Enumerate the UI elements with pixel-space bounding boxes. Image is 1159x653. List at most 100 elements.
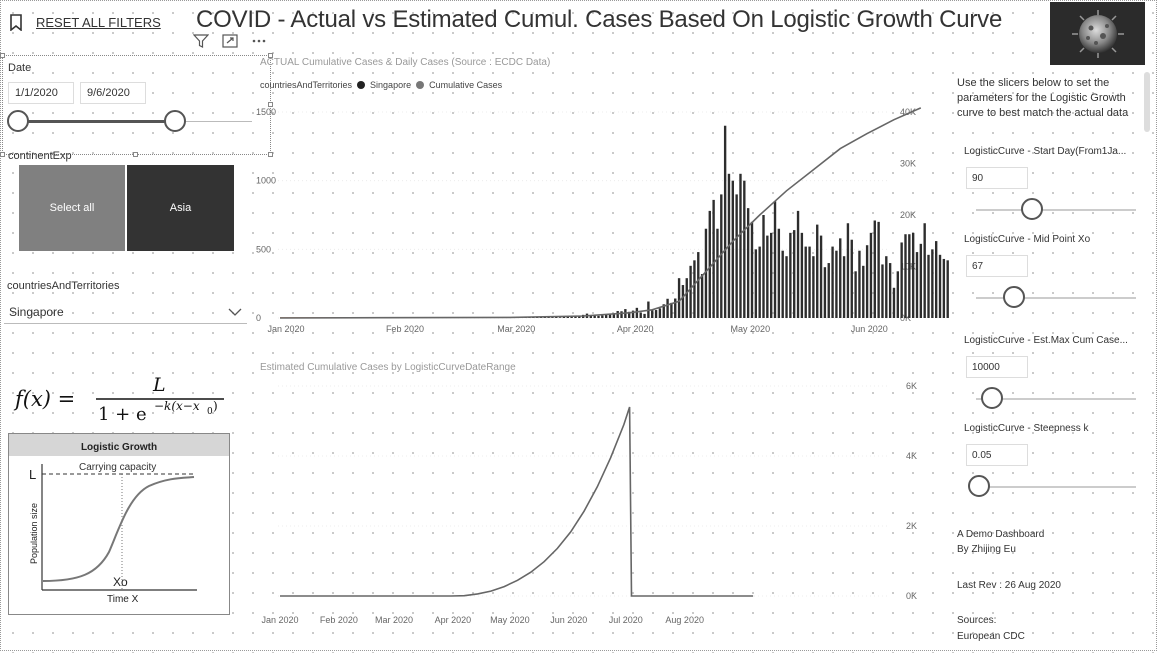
daily-cases-bar — [835, 250, 838, 318]
param-track-2[interactable] — [976, 398, 1136, 400]
daily-cases-bar — [796, 210, 800, 318]
daily-cases-bar — [566, 316, 569, 318]
param-value-2[interactable]: 10000 — [966, 356, 1028, 378]
select-all-tile[interactable]: Select all — [19, 165, 125, 251]
daily-cases-bar — [735, 194, 738, 318]
filter-icon[interactable] — [193, 34, 209, 48]
daily-cases-bar — [842, 256, 846, 318]
param-value-1[interactable]: 67 — [966, 255, 1028, 277]
date-range-fill — [18, 120, 175, 123]
param-handle-0[interactable] — [1021, 198, 1043, 220]
daily-cases-bar — [562, 316, 566, 318]
diagram-ylabel: Population size — [29, 503, 39, 564]
daily-cases-bar — [888, 263, 892, 318]
x-tick: Aug 2020 — [665, 615, 704, 625]
x-tick: Mar 2020 — [375, 615, 413, 625]
daily-cases-bar — [885, 256, 888, 318]
daily-cases-bar — [908, 234, 911, 318]
daily-cases-bar — [781, 250, 784, 318]
actual-chart-title: ACTUAL Cumulative Cases & Daily Cases (S… — [260, 57, 551, 68]
param-handle-1[interactable] — [1003, 286, 1026, 308]
daily-cases-bar — [808, 246, 811, 318]
param-handle-3[interactable] — [968, 475, 991, 497]
x-tick: Jun 2020 — [550, 615, 587, 625]
diagram-xlabel: Time X — [107, 594, 139, 605]
more-options-icon[interactable] — [251, 34, 267, 48]
daily-cases-bar — [754, 249, 758, 318]
country-dropdown[interactable]: Singapore — [4, 300, 247, 324]
focus-mode-icon[interactable] — [222, 34, 238, 48]
bookmark-icon — [10, 14, 22, 31]
daily-cases-bar — [793, 230, 796, 318]
daily-cases-bar — [785, 256, 788, 318]
date-end-handle[interactable] — [164, 110, 186, 132]
param-track-3[interactable] — [976, 486, 1136, 488]
daily-cases-bar — [704, 228, 708, 318]
daily-cases-bar — [658, 308, 662, 318]
param-track-1[interactable] — [976, 297, 1136, 299]
param-track-0[interactable] — [976, 209, 1136, 211]
y-tick: 4K — [906, 451, 917, 461]
sources-label: Sources: — [957, 615, 997, 626]
daily-cases-bar — [881, 264, 884, 318]
continent-slicer-label: continentExp — [8, 150, 72, 162]
daily-cases-bar — [628, 311, 631, 318]
y-tick: 0K — [906, 591, 917, 601]
daily-cases-bar — [535, 317, 539, 318]
daily-cases-bar — [789, 232, 792, 318]
daily-cases-bar — [589, 315, 593, 318]
y-tick-right: 30K — [900, 159, 916, 169]
legend-marker-line — [416, 81, 425, 89]
daily-cases-bar — [643, 313, 646, 318]
x-tick: Feb 2020 — [386, 324, 424, 334]
daily-cases-bar — [839, 238, 842, 318]
daily-cases-bar — [547, 317, 550, 318]
param-value-0[interactable]: 90 — [966, 167, 1028, 189]
svg-text:): ) — [213, 399, 218, 413]
param-label-0: LogisticCurve - Start Day(From1Ja... — [964, 146, 1127, 157]
daily-cases-bar — [946, 260, 949, 318]
x-tick: Apr 2020 — [435, 615, 472, 625]
page-title: COVID - Actual vs Estimated Cumul. Cases… — [196, 6, 1003, 33]
svg-text:1 + e: 1 + e — [98, 404, 147, 425]
daily-cases-bar — [716, 228, 719, 318]
reset-filters-button[interactable]: RESET ALL FILTERS — [10, 14, 161, 31]
daily-cases-bar — [812, 256, 815, 318]
daily-cases-bar — [631, 310, 635, 318]
daily-cases-bar — [635, 307, 639, 318]
daily-cases-bar — [662, 304, 665, 318]
virus-image — [1050, 2, 1145, 65]
daily-cases-bar — [934, 241, 938, 318]
date-end-input[interactable]: 9/6/2020 — [80, 82, 146, 104]
date-start-handle[interactable] — [7, 110, 29, 132]
y-tick-right: 40K — [900, 107, 916, 117]
daily-cases-bar — [712, 199, 715, 318]
svg-text:0: 0 — [207, 407, 213, 417]
daily-cases-bar — [746, 208, 750, 318]
daily-cases-bar — [570, 316, 573, 318]
date-start-input[interactable]: 1/1/2020 — [8, 82, 74, 104]
y-tick: 2K — [906, 521, 917, 531]
param-value-3[interactable]: 0.05 — [966, 444, 1028, 466]
y-tick-right: 10K — [900, 262, 916, 272]
credits-line1: A Demo Dashboard — [957, 529, 1045, 540]
daily-cases-bar — [654, 310, 658, 318]
daily-cases-bar — [608, 313, 612, 318]
description-scrollbar[interactable] — [1144, 72, 1150, 132]
cumulative-cases-line — [279, 107, 922, 319]
param-handle-2[interactable] — [981, 387, 1003, 409]
daily-cases-bar — [915, 252, 919, 318]
country-slicer-label: countriesAndTerritories — [7, 280, 120, 292]
daily-cases-bar — [800, 232, 804, 318]
daily-cases-bar — [578, 316, 581, 318]
daily-cases-bar — [804, 246, 807, 318]
daily-cases-bar — [769, 232, 773, 318]
date-slicer[interactable] — [0, 53, 273, 157]
asia-tile[interactable]: Asia — [127, 165, 234, 251]
daily-cases-bar — [651, 309, 654, 318]
daily-cases-bar — [904, 234, 907, 318]
diagram-carrying: Carrying capacity — [79, 462, 156, 473]
logistic-formula: f(x) = L 1 + e −k(x−x 0 ) — [13, 374, 224, 425]
daily-cases-bar — [892, 287, 896, 318]
